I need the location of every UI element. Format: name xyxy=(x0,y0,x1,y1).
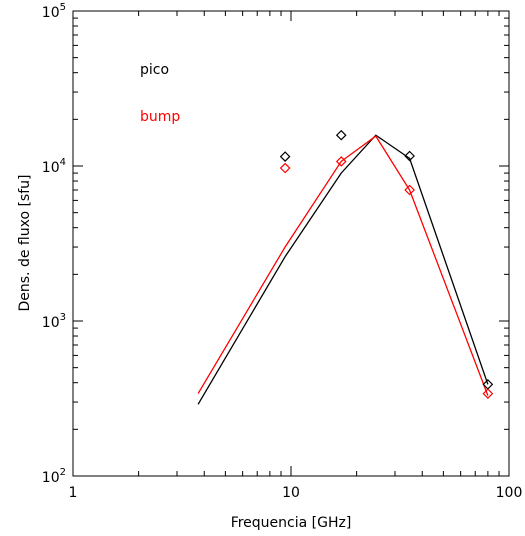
y-axis-label: Dens. de fluxo [sfu] xyxy=(17,175,33,312)
x-axis-label: Frequencia [GHz] xyxy=(231,515,352,531)
x-tick-label: 100 xyxy=(496,485,523,501)
y-tick-label: 103 xyxy=(42,312,66,331)
data-point-pico xyxy=(335,129,347,141)
y-tick-label: 104 xyxy=(42,157,66,176)
data-point-bump xyxy=(404,184,415,196)
x-tick-label: 10 xyxy=(282,485,300,501)
y-tick-label: 102 xyxy=(42,467,66,486)
series-line-pico xyxy=(197,134,489,405)
plot-frame xyxy=(72,10,510,477)
data-point-bump xyxy=(279,162,291,174)
legend-bump: bump xyxy=(140,109,180,125)
tick-labels: 1 10 100 102 103 104 105 xyxy=(42,2,523,501)
y-tick-label: 105 xyxy=(42,2,66,21)
x-tick-label: 1 xyxy=(69,485,78,501)
data-point-pico xyxy=(404,150,415,162)
series-points xyxy=(279,129,494,399)
data-point-pico xyxy=(279,151,291,162)
axis-ticks xyxy=(72,11,510,477)
data-point-bump xyxy=(335,156,347,167)
series-lines xyxy=(197,134,489,405)
legend-pico: pico xyxy=(140,62,169,78)
series-line-bump xyxy=(197,135,489,396)
data-point-bump xyxy=(482,388,494,399)
